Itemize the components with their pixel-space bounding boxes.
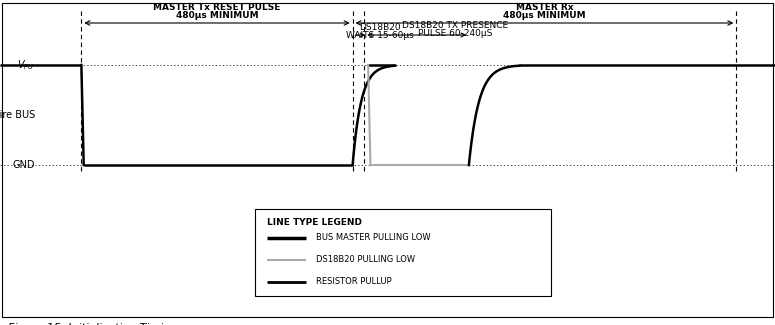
Text: DS18B20: DS18B20 — [359, 22, 401, 32]
Text: 480μs MINIMUM: 480μs MINIMUM — [503, 10, 586, 20]
Text: GND: GND — [12, 160, 35, 170]
Text: MASTER Tx RESET PULSE: MASTER Tx RESET PULSE — [153, 3, 281, 11]
Text: RESISTOR PULLUP: RESISTOR PULLUP — [316, 278, 392, 287]
Text: $V_{PU}$: $V_{PU}$ — [17, 58, 35, 72]
Text: Figure 15. Initialization Timing: Figure 15. Initialization Timing — [8, 323, 177, 325]
Text: 1-Wire BUS: 1-Wire BUS — [0, 110, 35, 120]
FancyBboxPatch shape — [255, 209, 551, 296]
Text: PULSE 60-240μS: PULSE 60-240μS — [418, 29, 492, 37]
Text: DS18B20 PULLING LOW: DS18B20 PULLING LOW — [316, 255, 415, 265]
Text: MASTER Rx: MASTER Rx — [515, 3, 574, 11]
Text: 480μs MINIMUM: 480μs MINIMUM — [176, 10, 258, 20]
Text: BUS MASTER PULLING LOW: BUS MASTER PULLING LOW — [316, 233, 431, 242]
Text: LINE TYPE LEGEND: LINE TYPE LEGEND — [267, 218, 363, 227]
Text: DS18B20 TX PRESENCE: DS18B20 TX PRESENCE — [402, 20, 508, 30]
Text: WAITS 15-60μs: WAITS 15-60μs — [346, 31, 414, 40]
